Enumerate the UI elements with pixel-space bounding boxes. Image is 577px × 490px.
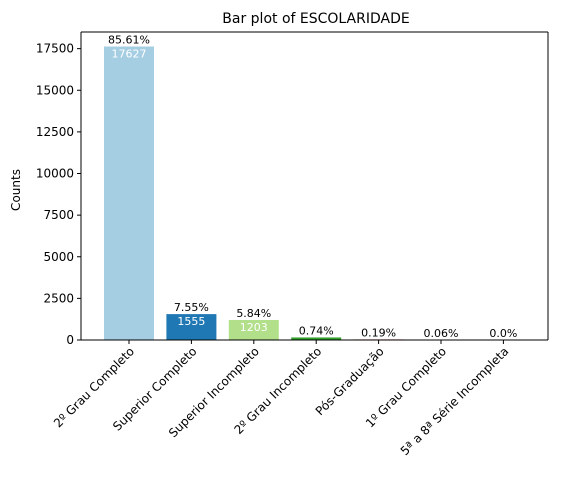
count-label: 13: [434, 341, 448, 354]
bar: [291, 337, 342, 340]
percent-label: 0.06%: [424, 327, 459, 340]
count-label: 1555: [177, 315, 205, 328]
percent-label: 85.61%: [108, 34, 150, 47]
count-label: 17627: [112, 48, 147, 61]
x-tick-label: 5ª a 8ª Série Incompleta: [398, 344, 512, 458]
y-tick-label: 15000: [36, 83, 74, 97]
count-label: 153: [306, 338, 327, 351]
count-label: 39: [372, 340, 386, 353]
bar: [228, 319, 279, 340]
percent-label: 5.84%: [236, 307, 271, 320]
y-tick-label: 0: [66, 333, 74, 347]
y-axis-label: Counts: [9, 169, 23, 211]
y-tick-label: 17500: [36, 42, 74, 56]
bar: [104, 46, 154, 340]
y-tick-label: 12500: [36, 125, 74, 139]
percent-label: 0.74%: [299, 324, 334, 337]
bar: [166, 314, 217, 340]
count-label: 1203: [240, 321, 268, 334]
percent-label: 7.55%: [174, 301, 209, 314]
y-tick-label: 2500: [43, 291, 74, 305]
y-tick-label: 10000: [36, 167, 74, 181]
percent-label: 0.0%: [489, 327, 517, 340]
count-label: 1: [500, 341, 507, 354]
chart-title: Bar plot of ESCOLARIDADE: [222, 11, 409, 27]
y-tick-label: 7500: [43, 208, 74, 222]
percent-label: 0.19%: [361, 326, 396, 339]
y-tick-label: 5000: [43, 250, 74, 264]
plot-area: 85.61%17627 7.55%1555 5.84%1203 0.74%153 0.1…: [36, 31, 549, 458]
